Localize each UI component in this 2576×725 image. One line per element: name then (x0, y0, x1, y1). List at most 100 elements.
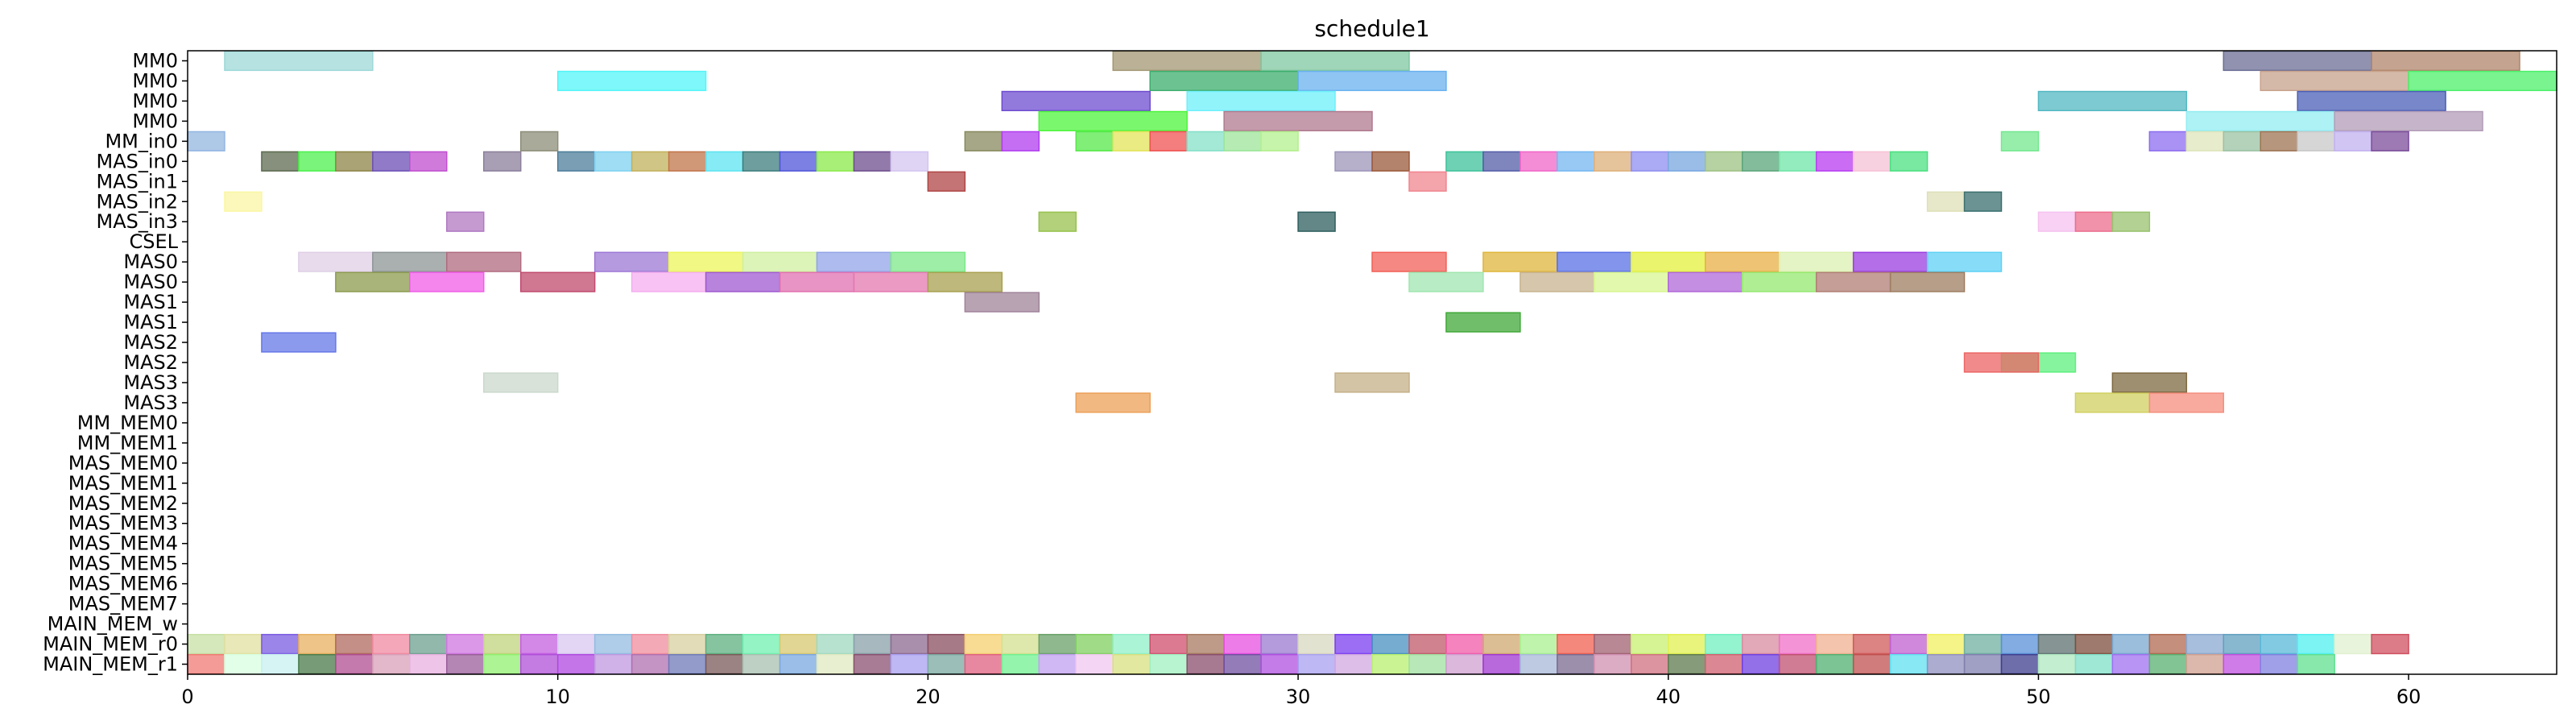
memory-slot-bar (742, 633, 781, 655)
task-bar (2037, 90, 2188, 112)
memory-slot-bar (2074, 633, 2114, 655)
task-bar (705, 151, 744, 172)
memory-slot-bar (2111, 633, 2151, 655)
memory-slot-bar (519, 653, 559, 675)
memory-slot-bar (1815, 633, 1854, 655)
task-bar (779, 151, 818, 172)
memory-slot-bar (1852, 633, 1892, 655)
task-bar (1926, 251, 2003, 272)
task-bar (1186, 130, 1225, 151)
task-bar (1260, 50, 1410, 72)
memory-slot-bar (1038, 653, 1077, 675)
task-bar (853, 151, 892, 172)
task-bar (1557, 251, 1632, 272)
memory-slot-bar (1482, 653, 1521, 675)
memory-slot-bar (927, 653, 966, 675)
y-tick-label: MAS_in3 (96, 210, 178, 233)
memory-slot-bar (1520, 653, 1558, 675)
task-bar (2260, 130, 2298, 151)
task-bar (1334, 151, 1373, 172)
memory-slot-bar (1926, 653, 1966, 675)
memory-slot-bar (335, 633, 374, 655)
task-bar (1778, 251, 1854, 272)
task-bar (187, 130, 225, 151)
y-tick-label: MAS_MEM0 (68, 452, 178, 474)
memory-slot-bar (816, 653, 855, 675)
memory-slot-bar (2000, 633, 2040, 655)
memory-slot-bar (2185, 633, 2225, 655)
memory-slot-bar (631, 653, 670, 675)
task-bar (224, 50, 374, 72)
memory-slot-bar (224, 653, 263, 675)
task-bar (446, 251, 522, 272)
memory-slot-bar (1075, 633, 1114, 655)
memory-slot-bar (2037, 633, 2077, 655)
memory-slot-bar (556, 653, 596, 675)
memory-slot-bar (1149, 653, 1188, 675)
task-bars (187, 50, 2557, 675)
memory-slot-bar (519, 633, 559, 655)
memory-slot-bar (298, 653, 337, 675)
y-tick-label: MAS1 (123, 311, 178, 334)
task-bar (1852, 251, 1929, 272)
task-bar (2111, 372, 2188, 393)
task-bar (1778, 151, 1817, 172)
memory-slot-bar (446, 653, 485, 675)
y-tick-label: MAS0 (123, 271, 178, 293)
memory-slot-bar (742, 653, 781, 675)
task-bar (927, 171, 966, 192)
y-tick-label: MM0 (132, 89, 178, 112)
y-tick-label: MAS_MEM3 (68, 512, 178, 535)
y-tick-label: MM0 (132, 69, 178, 92)
task-bar (1260, 130, 1299, 151)
task-bar (1668, 271, 1743, 292)
y-tick-label: MM_MEM1 (77, 432, 178, 454)
y-tick-label: MAS2 (123, 331, 178, 354)
y-tick-label: MM0 (132, 110, 178, 132)
task-bar (2297, 130, 2335, 151)
task-bar (1594, 151, 1632, 172)
memory-slot-bar (2297, 653, 2335, 675)
task-bar (2371, 50, 2520, 72)
task-bar (1852, 151, 1892, 172)
memory-slot-bar (446, 633, 485, 655)
memory-slot-bar (964, 633, 1003, 655)
task-bar (1963, 352, 2040, 373)
memory-slot-bar (668, 653, 707, 675)
memory-slot-bar (1223, 633, 1262, 655)
memory-slot-bar (1297, 633, 1336, 655)
task-bar (2148, 130, 2188, 151)
x-tick-label: 20 (916, 686, 941, 708)
task-bar (1186, 90, 1336, 112)
task-bar (1668, 151, 1706, 172)
memory-slot-bar (2371, 633, 2409, 655)
memory-slot-bar (1889, 653, 1929, 675)
memory-slot-bar (409, 633, 448, 655)
memory-slot-bar (1260, 633, 1299, 655)
memory-slot-bar (890, 633, 929, 655)
memory-slot-bar (593, 653, 633, 675)
y-tick-label: MAIN_MEM_r0 (43, 633, 178, 656)
memory-slot-bar (2074, 653, 2114, 675)
task-bar (1075, 392, 1151, 413)
memory-slot-bar (853, 633, 892, 655)
x-tick-label: 10 (545, 686, 570, 708)
memory-slot-bar (2111, 653, 2151, 675)
task-bar (1594, 271, 1669, 292)
task-bar (2334, 130, 2372, 151)
task-bar (2334, 110, 2483, 131)
task-bar (1334, 372, 1410, 393)
y-tick-label: MAS3 (123, 392, 178, 414)
task-bar (519, 130, 559, 151)
memory-slot-bar (1594, 653, 1632, 675)
memory-slot-bar (1112, 653, 1151, 675)
memory-slot-bar (224, 633, 263, 655)
memory-slot-bar (1852, 653, 1892, 675)
task-bar (631, 271, 707, 292)
memory-slot-bar (1963, 633, 2003, 655)
task-bar (742, 251, 818, 272)
task-bar (1704, 251, 1780, 272)
task-bar (2222, 50, 2372, 72)
task-bar (668, 251, 744, 272)
task-bar (1631, 151, 1669, 172)
